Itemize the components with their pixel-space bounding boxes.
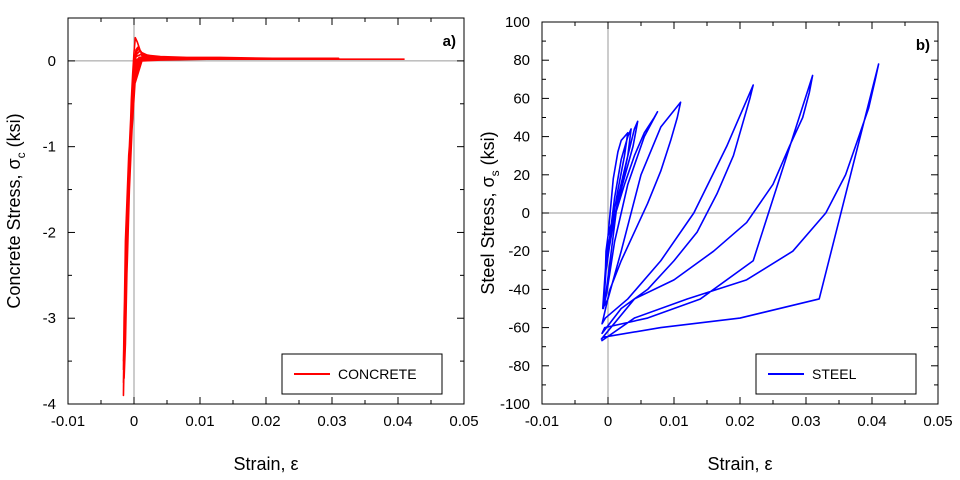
steel-chart: -0.01 0 0.01 0.02 0.03 0.04 0.05 -100 -80 -60 -40 -… (480, 14, 953, 474)
y-axis-label-main: Steel Stress, σ (480, 176, 498, 294)
panel-label: b) (916, 37, 930, 54)
legend-label: CONCRETE (338, 366, 417, 382)
y-tick-label: 60 (513, 90, 530, 107)
x-tick-label: 0.01 (659, 413, 688, 430)
legend: STEEL (755, 353, 917, 395)
x-tick-label: -0.01 (51, 413, 85, 430)
y-axis-label-subscript: s (488, 170, 502, 176)
series-line-steel (600, 63, 880, 342)
y-axis-label: Steel Stress, σs (ksi) (480, 131, 502, 294)
legend: CONCRETE (281, 353, 443, 395)
x-tick-label: 0.03 (317, 413, 346, 430)
plot-frame (541, 21, 939, 405)
y-axis-label: Concrete Stress, σc (ksi) (4, 113, 28, 308)
series-line-concrete (122, 36, 405, 397)
y-tick-label: -1 (43, 139, 56, 156)
y-tick-label: -4 (43, 396, 56, 413)
x-tick-label: 0.04 (857, 413, 886, 430)
y-tick-label: 100 (505, 14, 530, 31)
x-tick-label: 0 (130, 413, 138, 430)
y-tick-label: 0 (48, 53, 56, 70)
y-tick-label: 20 (513, 167, 530, 184)
concrete-chart: -0.01 0 0.01 0.02 0.03 0.04 0.05 -4 -3 -2 -1 0 a) CON… (4, 17, 479, 474)
y-tick-label: -20 (508, 243, 530, 260)
x-tick-label: 0.05 (923, 413, 952, 430)
x-tick-label: 0 (604, 413, 612, 430)
y-tick-label: -2 (43, 224, 56, 241)
x-axis-label: Strain, ε (233, 454, 298, 474)
y-axis-label-unit: (ksi) (480, 131, 498, 170)
x-tick-label: 0.02 (251, 413, 280, 430)
y-tick-label: -100 (500, 396, 530, 413)
panel-label: a) (443, 33, 456, 50)
x-tick-label: -0.01 (525, 413, 559, 430)
y-tick-label: -3 (43, 310, 56, 327)
y-tick-label: -80 (508, 358, 530, 375)
x-tick-label: 0.01 (185, 413, 214, 430)
y-axis-label-subscript: c (14, 152, 28, 158)
y-tick-label: 80 (513, 52, 530, 69)
legend-label: STEEL (812, 366, 857, 382)
y-tick-label: -40 (508, 281, 530, 298)
x-tick-label: 0.04 (383, 413, 412, 430)
x-tick-label: 0.03 (791, 413, 820, 430)
y-tick-label: -60 (508, 320, 530, 337)
y-tick-label: 0 (522, 205, 530, 222)
plot-frame (67, 17, 465, 405)
y-axis-label-unit: (ksi) (4, 113, 24, 152)
x-axis-label: Strain, ε (707, 454, 772, 474)
y-axis-label-main: Concrete Stress, σ (4, 158, 24, 308)
y-tick-label: 40 (513, 129, 530, 146)
x-tick-label: 0.02 (725, 413, 754, 430)
x-tick-label: 0.05 (449, 413, 478, 430)
